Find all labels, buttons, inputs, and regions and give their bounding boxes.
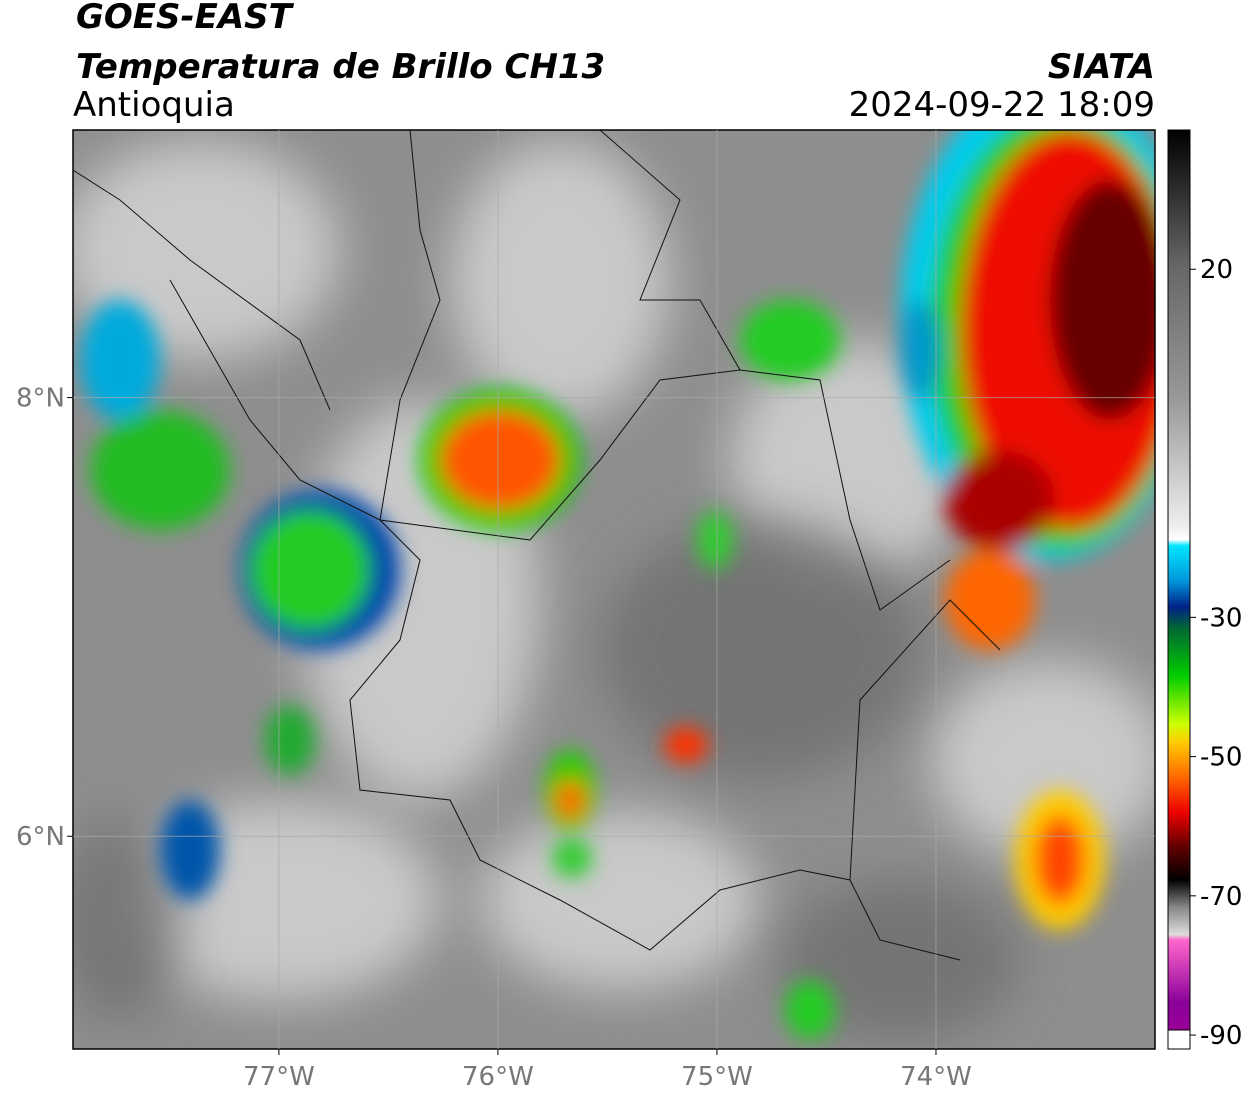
y-tick-label: 8°N bbox=[16, 384, 65, 414]
title: GOES-EAST bbox=[76, 0, 295, 37]
subtitle: Temperatura de Brillo CH13 bbox=[76, 47, 605, 87]
y-tick-label: 6°N bbox=[16, 822, 65, 852]
colorbar-tick-label: -90 bbox=[1200, 1021, 1242, 1051]
satellite-image bbox=[73, 130, 1155, 1049]
colorbar-tick-label: -30 bbox=[1200, 603, 1242, 633]
datetime: 2024-09-22 18:09 bbox=[849, 85, 1155, 125]
map-frame bbox=[72, 129, 1156, 1050]
x-tick-label: 74°W bbox=[900, 1062, 972, 1092]
colorbar bbox=[1168, 130, 1190, 1030]
agency: SIATA bbox=[1048, 47, 1155, 87]
colorbar-tick-label: 20 bbox=[1200, 255, 1233, 285]
colorbar-tick-label: -70 bbox=[1200, 882, 1242, 912]
x-tick-label: 76°W bbox=[462, 1062, 534, 1092]
colorbar-end bbox=[1167, 1029, 1191, 1050]
colorbar-tick-label: -50 bbox=[1200, 743, 1242, 773]
region: Antioquia bbox=[73, 85, 235, 125]
x-tick-label: 77°W bbox=[243, 1062, 315, 1092]
x-tick-label: 75°W bbox=[681, 1062, 753, 1092]
colorbar-frame bbox=[1167, 129, 1191, 1050]
